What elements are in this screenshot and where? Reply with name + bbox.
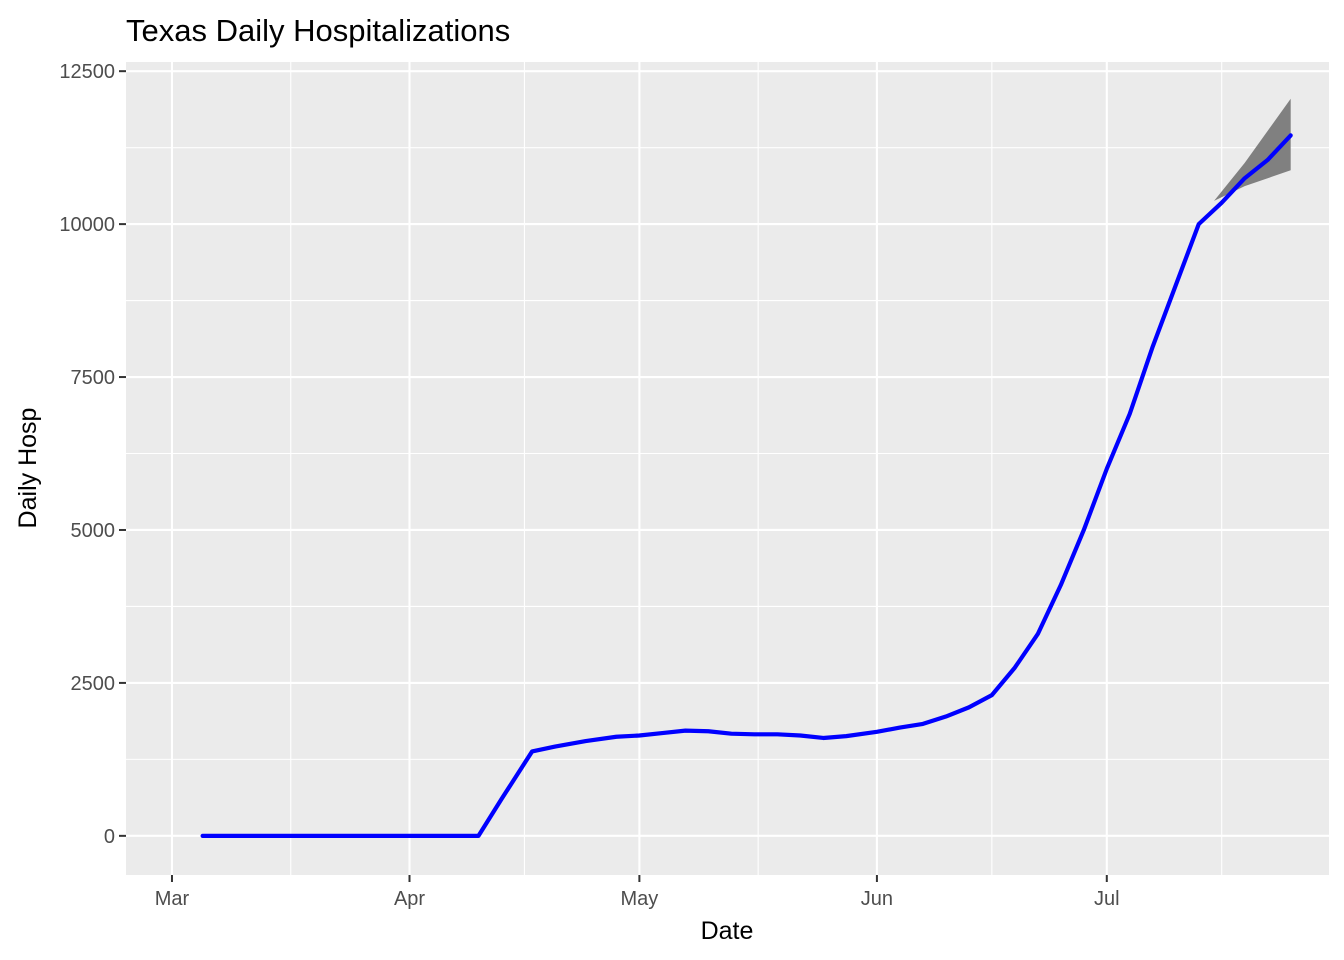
confidence-band-layer (1214, 98, 1291, 201)
x-tick-label: Apr (394, 888, 425, 910)
y-tick-label: 10000 (59, 214, 115, 236)
y-tick-label: 12500 (59, 61, 115, 83)
y-axis-title: Daily Hosp (14, 408, 42, 529)
x-axis: Mar Apr May Jun Jul (155, 875, 1120, 910)
x-tick-label: Jun (861, 888, 893, 910)
y-tick-label: 5000 (71, 520, 116, 542)
x-tick-label: Mar (155, 888, 190, 910)
line-layer (200, 133, 1293, 838)
plot-panel (126, 62, 1329, 875)
confidence-band (1214, 98, 1291, 201)
x-tick-label: May (620, 888, 658, 910)
hospitalizations-line (200, 133, 1293, 838)
y-tick-label: 7500 (71, 367, 116, 389)
y-axis: 0 2500 5000 7500 10000 12500 (59, 61, 126, 848)
x-tick-label: Jul (1094, 888, 1120, 910)
grid-minor (126, 62, 1329, 875)
x-axis-title: Date (701, 917, 754, 945)
chart-title: Texas Daily Hospitalizations (126, 13, 510, 48)
y-tick-label: 2500 (71, 673, 116, 695)
y-tick-label: 0 (104, 826, 115, 848)
